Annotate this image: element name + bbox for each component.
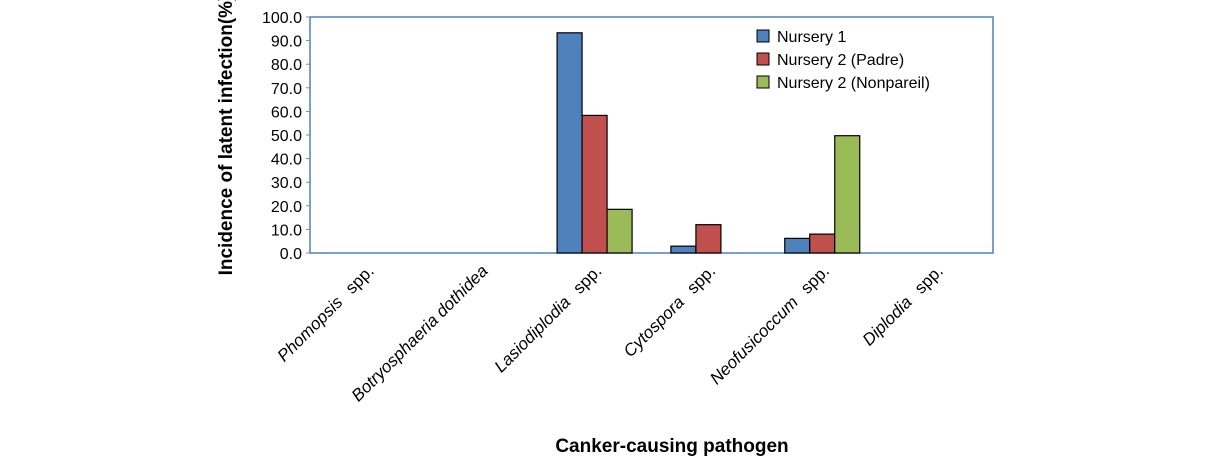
category-name: Diplodia: [859, 293, 916, 350]
x-axis-title: Canker-causing pathogen: [555, 436, 788, 457]
legend-swatch: [756, 75, 770, 89]
bar-nursery-1: [784, 237, 811, 254]
legend-swatch: [756, 52, 770, 66]
legend: Nursery 1 Nursery 2 (Padre) Nursery 2 (Non…: [756, 29, 930, 92]
category-name: Lasiodiplodia: [491, 293, 575, 377]
y-tick-label: 30.0: [271, 175, 302, 192]
category-suffix: spp.: [342, 261, 378, 297]
bar-nursery-2-nonpareil: [606, 208, 633, 254]
legend-label: Nursery 1: [777, 29, 846, 46]
bar-nursery-2-padre: [809, 233, 836, 254]
y-tick-label: 90.0: [271, 34, 302, 51]
bars-group: [556, 32, 861, 254]
category-suffix: spp.: [683, 261, 719, 297]
y-tick-label: 20.0: [271, 199, 302, 216]
x-category-label: Lasiodiplodiaspp.: [491, 261, 606, 376]
bar-nursery-2-padre: [695, 224, 722, 254]
y-tick-label: 100.0: [262, 10, 302, 27]
category-name: Cytospora: [620, 293, 688, 361]
bar-nursery-2-padre: [581, 114, 608, 254]
bar-nursery-1: [670, 245, 697, 254]
bar-nursery-2-nonpareil: [834, 135, 861, 254]
category-suffix: spp.: [569, 261, 605, 297]
legend-swatch: [756, 29, 770, 43]
x-category-label: Neofusicoccumspp.: [706, 261, 833, 388]
y-tick-label: 80.0: [271, 57, 302, 74]
x-category-label: Cytosporaspp.: [620, 261, 719, 360]
bar-nursery-1: [556, 32, 583, 254]
legend-label: Nursery 2 (Padre): [777, 52, 904, 69]
y-tick-label: 40.0: [271, 152, 302, 169]
x-category-label: Diplodiaspp.: [859, 261, 947, 349]
x-category-label: Phomopsisspp.: [274, 261, 378, 365]
y-tick-label: 50.0: [271, 128, 302, 145]
category-suffix: spp.: [797, 261, 833, 297]
y-axis-title: Incidence of latent infection(%): [216, 0, 237, 275]
x-axis-labels: Phomopsisspp.Botryosphaeria dothidea Lasi…: [274, 261, 947, 405]
category-name: Phomopsis: [274, 292, 347, 365]
legend-label: Nursery 2 (Nonpareil): [777, 75, 930, 92]
y-axis: 0.0 10.0 20.0 30.0 40.0 50.0 60.0 70.0 80.0 90.0 1…: [262, 10, 310, 263]
category-name: Neofusicoccum: [706, 293, 802, 389]
y-tick-label: 70.0: [271, 81, 302, 98]
y-tick-label: 60.0: [271, 104, 302, 121]
y-tick-label: 10.0: [271, 222, 302, 239]
category-suffix: spp.: [911, 261, 947, 297]
y-tick-label: 0.0: [280, 246, 302, 263]
